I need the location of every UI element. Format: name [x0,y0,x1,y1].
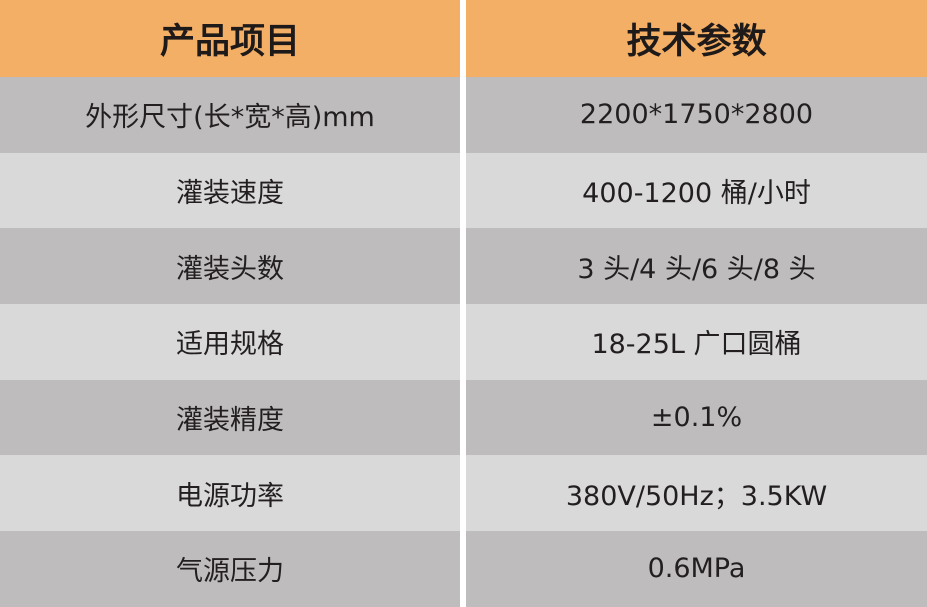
value-cell: 0.6MPa [466,531,927,607]
table-header: 产品项目 技术参数 [0,0,927,77]
table-row: 灌装精度 ±0.1% [0,379,927,456]
column-divider [460,531,466,607]
item-cell: 外形尺寸(长*宽*高)mm [0,77,460,153]
item-cell: 灌装头数 [0,228,460,305]
column-divider [460,152,466,229]
column-divider [460,455,466,532]
value-cell: 18-25L 广口圆桶 [466,304,927,380]
value-cell: ±0.1% [466,379,927,456]
column-divider [460,0,466,77]
header-product-item: 产品项目 [0,0,460,77]
value-cell: 380V/50Hz；3.5KW [466,455,927,532]
table-row: 外形尺寸(长*宽*高)mm 2200*1750*2800 [0,77,927,153]
item-cell: 电源功率 [0,455,460,532]
table-row: 气源压力 0.6MPa [0,531,927,607]
table-row: 适用规格 18-25L 广口圆桶 [0,304,927,380]
table-row: 灌装头数 3 头/4 头/6 头/8 头 [0,228,927,305]
column-divider [460,304,466,380]
value-cell: 3 头/4 头/6 头/8 头 [466,228,927,305]
table-row: 电源功率 380V/50Hz；3.5KW [0,455,927,532]
column-divider [460,379,466,456]
column-divider [460,77,466,153]
value-cell: 400-1200 桶/小时 [466,152,927,229]
item-cell: 气源压力 [0,531,460,607]
item-cell: 灌装精度 [0,379,460,456]
table-row: 灌装速度 400-1200 桶/小时 [0,152,927,229]
item-cell: 适用规格 [0,304,460,380]
header-tech-params: 技术参数 [466,0,927,77]
column-divider [460,228,466,305]
value-cell: 2200*1750*2800 [466,77,927,153]
item-cell: 灌装速度 [0,152,460,229]
